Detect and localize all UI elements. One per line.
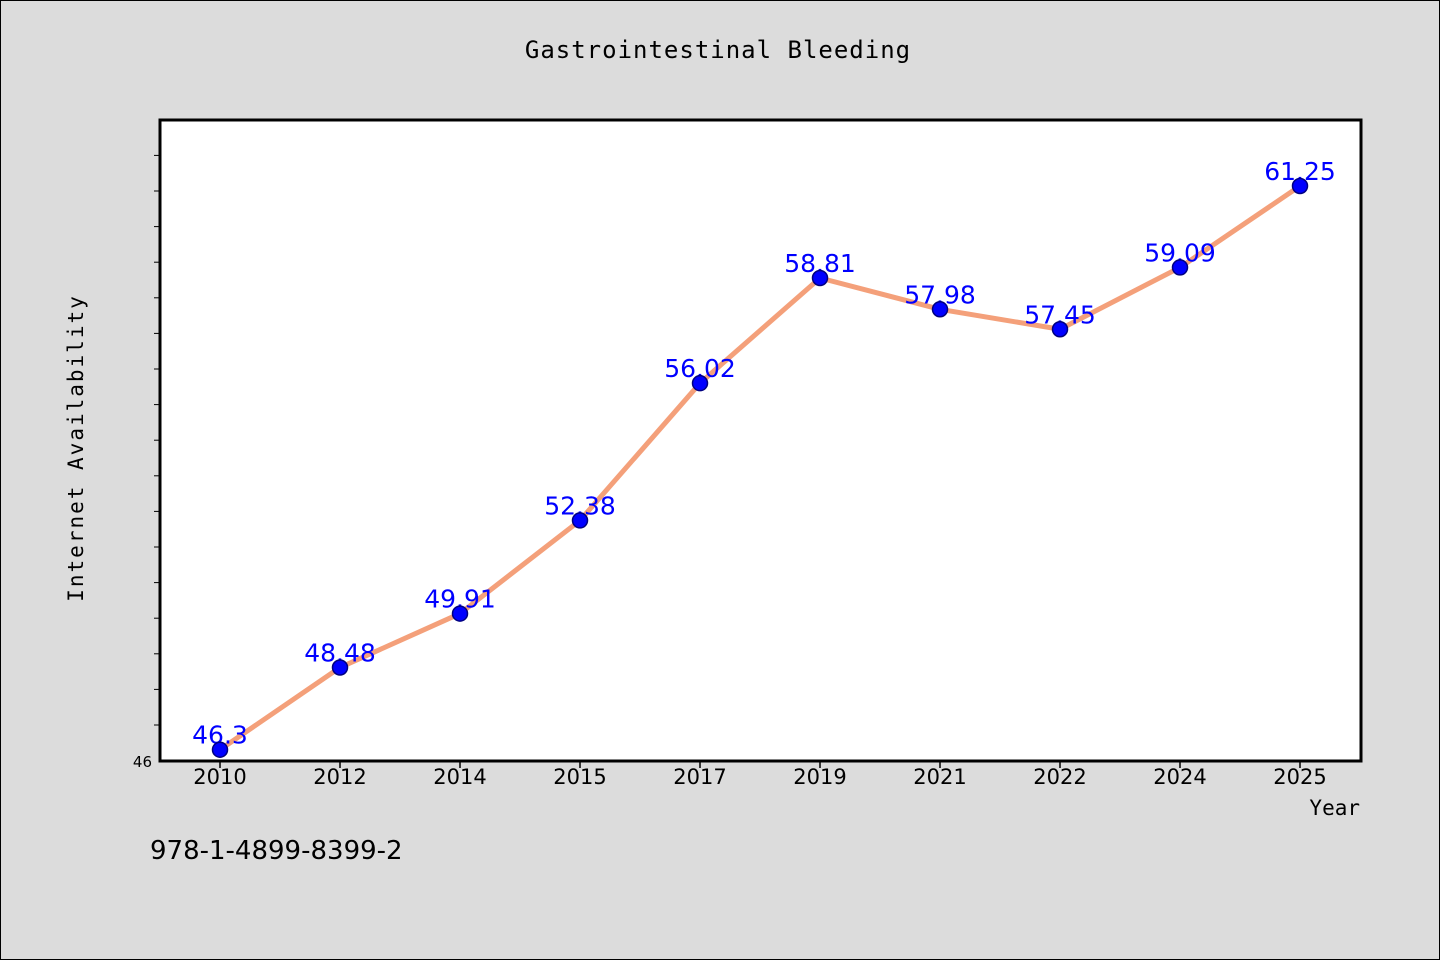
y-tick-label: 46: [133, 753, 152, 771]
isbn-footnote: 978-1-4899-8399-2: [150, 836, 403, 866]
series-line: [217, 183, 1303, 753]
plot-area: [160, 120, 1361, 761]
data-point: [1171, 259, 1189, 276]
chart-title: Gastrointestinal Bleeding: [524, 36, 912, 64]
x-tick-label: 2014: [433, 765, 486, 789]
x-tick-label: 2012: [313, 765, 366, 789]
x-tick-label: 2017: [673, 765, 726, 789]
x-tick-label: 2021: [913, 765, 966, 789]
data-point: [571, 512, 589, 529]
data-point: [931, 301, 949, 318]
data-point: [211, 741, 229, 758]
plot-border: [158, 118, 1363, 763]
x-tick-label: 2019: [793, 765, 846, 789]
data-point: [691, 374, 709, 392]
data-point: [1291, 177, 1309, 195]
x-tick-label: 2015: [553, 765, 606, 789]
x-tick-label: 2025: [1273, 765, 1326, 789]
data-point: [451, 605, 469, 622]
data-point: [1051, 321, 1069, 338]
data-point: [331, 659, 349, 676]
x-axis-label: Year: [1309, 796, 1360, 820]
x-tick-label: 2022: [1033, 765, 1086, 789]
x-tick-label: 2024: [1153, 765, 1206, 789]
x-tick-label: 2010: [193, 765, 246, 789]
data-point: [811, 269, 829, 287]
